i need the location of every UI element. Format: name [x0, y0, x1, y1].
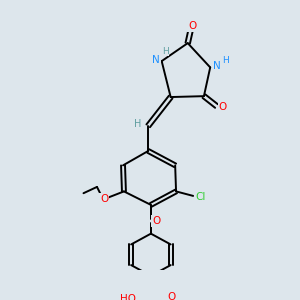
Text: O: O [167, 292, 176, 300]
Text: N: N [152, 55, 160, 65]
Text: O: O [219, 102, 227, 112]
Text: H: H [222, 56, 229, 65]
Text: H: H [134, 119, 141, 129]
Text: H: H [162, 47, 169, 56]
Text: HO: HO [120, 294, 136, 300]
Text: O: O [152, 216, 160, 226]
Text: O: O [100, 194, 108, 204]
Text: O: O [188, 21, 196, 31]
Text: Cl: Cl [195, 192, 206, 202]
Text: N: N [213, 61, 220, 70]
